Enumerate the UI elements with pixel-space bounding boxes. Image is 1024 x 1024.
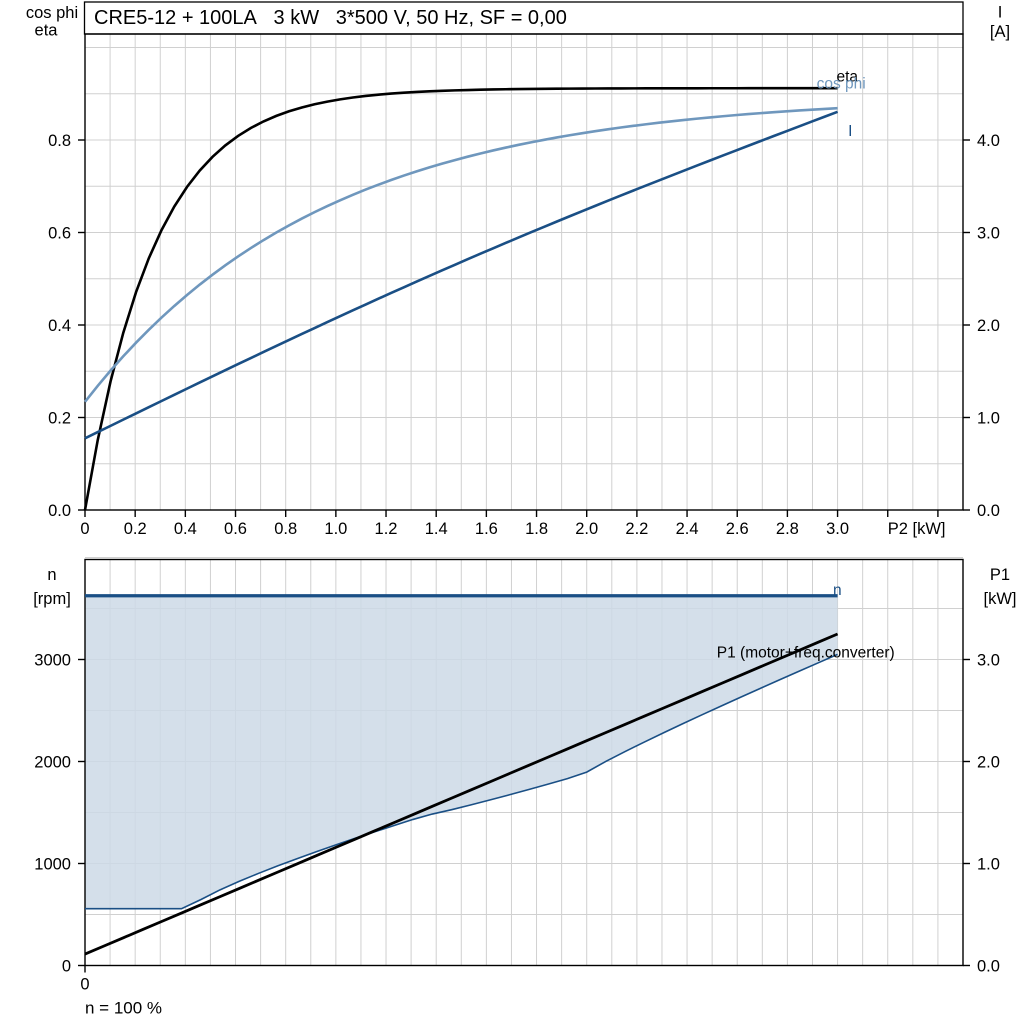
- svg-text:1.0: 1.0: [977, 410, 1000, 428]
- svg-text:[kW]: [kW]: [984, 590, 1017, 608]
- svg-text:cos phi: cos phi: [26, 4, 78, 22]
- svg-text:3.0: 3.0: [977, 225, 1000, 243]
- svg-text:2.6: 2.6: [726, 520, 749, 538]
- svg-text:0.2: 0.2: [48, 410, 71, 428]
- svg-text:0.6: 0.6: [48, 225, 71, 243]
- svg-text:1.2: 1.2: [375, 520, 398, 538]
- svg-text:2.2: 2.2: [625, 520, 648, 538]
- svg-text:2000: 2000: [34, 754, 71, 772]
- svg-text:3.0: 3.0: [826, 520, 849, 538]
- svg-text:0.0: 0.0: [48, 502, 71, 520]
- svg-text:P2 [kW]: P2 [kW]: [888, 520, 946, 538]
- svg-text:0.0: 0.0: [977, 502, 1000, 520]
- svg-text:CRE5-12 + 100LA 3 kW 3*500: CRE5-12 + 100LA 3 kW 3*500 V, 50 Hz, SF …: [94, 7, 567, 29]
- svg-text:n: n: [833, 582, 842, 599]
- svg-text:0.0: 0.0: [977, 958, 1000, 976]
- svg-text:eta: eta: [35, 22, 59, 40]
- svg-text:0: 0: [80, 520, 89, 538]
- svg-text:2.0: 2.0: [575, 520, 598, 538]
- svg-text:[A]: [A]: [990, 23, 1010, 41]
- svg-text:1.4: 1.4: [425, 520, 448, 538]
- svg-text:1000: 1000: [34, 856, 71, 874]
- svg-text:n: n: [47, 566, 56, 584]
- svg-text:0.4: 0.4: [174, 520, 197, 538]
- svg-text:I: I: [848, 123, 852, 140]
- svg-text:2.8: 2.8: [776, 520, 799, 538]
- svg-text:4.0: 4.0: [977, 132, 1000, 150]
- svg-text:0.4: 0.4: [48, 317, 71, 335]
- svg-text:1.0: 1.0: [324, 520, 347, 538]
- svg-text:0.2: 0.2: [124, 520, 147, 538]
- svg-text:0.6: 0.6: [224, 520, 247, 538]
- svg-text:2.0: 2.0: [977, 317, 1000, 335]
- svg-text:0.8: 0.8: [274, 520, 297, 538]
- svg-text:1.8: 1.8: [525, 520, 548, 538]
- svg-text:3.0: 3.0: [977, 652, 1000, 670]
- svg-text:0.8: 0.8: [48, 132, 71, 150]
- svg-text:0: 0: [80, 976, 89, 994]
- svg-text:P1: P1: [990, 566, 1010, 584]
- svg-text:[rpm]: [rpm]: [33, 590, 71, 608]
- svg-text:2.0: 2.0: [977, 754, 1000, 772]
- svg-text:n = 100 %: n = 100 %: [85, 999, 162, 1018]
- svg-text:3000: 3000: [34, 652, 71, 670]
- svg-text:1.6: 1.6: [475, 520, 498, 538]
- svg-text:P1 (motor+freq.converter): P1 (motor+freq.converter): [717, 645, 895, 662]
- svg-text:cos phi: cos phi: [817, 75, 866, 92]
- svg-text:2.4: 2.4: [676, 520, 699, 538]
- svg-text:0: 0: [62, 958, 71, 976]
- svg-text:1.0: 1.0: [977, 856, 1000, 874]
- svg-text:I: I: [998, 4, 1003, 22]
